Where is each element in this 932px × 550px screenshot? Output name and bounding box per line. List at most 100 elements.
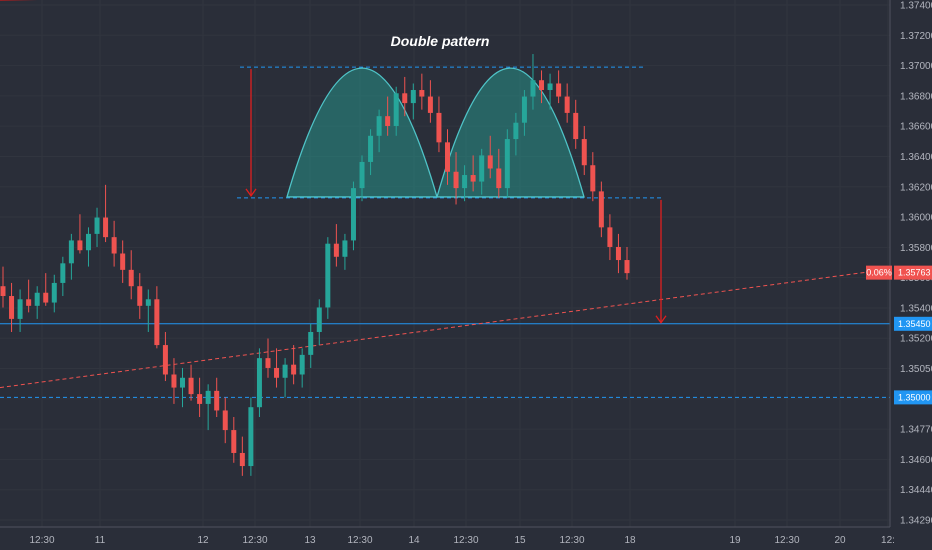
current-price-label: 1.35763	[898, 268, 931, 278]
price-change-badge	[866, 265, 892, 280]
candle-body	[180, 377, 186, 388]
candle-body	[291, 364, 297, 375]
candle-body	[222, 410, 228, 431]
candle-body	[496, 168, 502, 189]
price-tick-label: 1.36600	[900, 122, 932, 133]
current-price-badge	[894, 265, 932, 280]
candle-body	[248, 407, 254, 467]
price-tick-label: 1.35400	[900, 303, 932, 314]
time-tick-label: 18	[624, 535, 636, 546]
candle-body	[316, 307, 322, 332]
candle-body	[513, 122, 519, 140]
candle-body	[376, 116, 382, 136]
candle-body	[77, 240, 83, 251]
price-tick-label: 1.34600	[900, 455, 932, 466]
trend-layer	[0, 268, 891, 389]
candle-body	[504, 139, 510, 189]
candle-body	[120, 253, 126, 270]
price-tick-label: 1.34770	[900, 425, 932, 436]
time-tick-label: 15	[514, 535, 526, 546]
candle-body	[162, 345, 168, 375]
candle-body	[17, 299, 23, 319]
price-tick-label: 1.37400	[900, 1, 932, 12]
candle-body	[590, 165, 596, 192]
candle-body	[436, 112, 442, 143]
candle-body	[214, 390, 220, 411]
candle-body	[51, 282, 57, 303]
candle-body	[299, 354, 305, 375]
grid	[0, 0, 890, 527]
candle-body	[530, 80, 536, 97]
candle-body	[573, 112, 579, 140]
candle-body	[85, 233, 91, 251]
candle-body	[427, 96, 433, 113]
candle-body	[282, 364, 288, 378]
level-price-badge	[894, 390, 932, 405]
candle-body	[239, 452, 245, 467]
candle-body	[521, 96, 527, 123]
price-change-label: 0.06%	[866, 268, 892, 278]
candle-body	[231, 430, 237, 453]
price-tick-label: 1.35200	[900, 334, 932, 345]
candle-body	[265, 358, 271, 368]
candle-body	[368, 135, 374, 162]
price-tick-label: 1.36400	[900, 152, 932, 163]
level-price-badge	[894, 316, 932, 331]
pattern-height-arrow-head	[245, 188, 257, 198]
candle-body	[453, 171, 459, 189]
candle-body	[342, 240, 348, 257]
candle-body	[410, 90, 416, 104]
candle-body	[556, 83, 562, 97]
candle-body	[333, 243, 339, 257]
price-tick-label: 1.36200	[900, 182, 932, 193]
time-tick-label: 14	[408, 535, 420, 546]
price-tick-label: 1.36000	[900, 213, 932, 224]
candle-body	[547, 83, 553, 91]
candle-body	[598, 191, 604, 228]
candle-body	[385, 116, 391, 126]
time-tick-label: 19	[729, 535, 741, 546]
candle-body	[393, 93, 399, 126]
candle-body	[43, 292, 49, 303]
time-axis-panel	[0, 527, 932, 550]
price-tick-label: 1.34440	[900, 485, 932, 496]
arrows-layer	[245, 69, 667, 324]
candle-body	[274, 367, 280, 378]
time-axis[interactable]: 12:30 11 12 12:30 13 12:30 14 12:30 15 12:30 18 19 1…	[29, 535, 894, 546]
candle-body	[564, 96, 570, 113]
candle-body	[111, 237, 117, 254]
target-arrow-head	[655, 315, 667, 324]
time-tick-label: 20	[834, 535, 846, 546]
candle-body	[205, 390, 211, 404]
candle-body	[350, 188, 356, 241]
candle-body	[0, 286, 6, 297]
candle-body	[539, 80, 545, 91]
level-price-label: 1.35000	[898, 392, 931, 402]
candle-body	[68, 240, 74, 264]
candle-body	[607, 227, 613, 247]
candle-body	[615, 246, 621, 261]
candle-body	[581, 139, 587, 166]
price-tick-label: 1.37200	[900, 31, 932, 42]
candle-body	[359, 161, 365, 189]
price-badges: 0.06% 1.35763 1.35450 1.35000	[866, 265, 932, 405]
candle-body	[308, 331, 314, 355]
time-tick-label: 12	[197, 535, 209, 546]
candle-body	[94, 217, 100, 234]
price-tick-label: 1.35800	[900, 243, 932, 254]
candle-body	[154, 299, 160, 346]
time-tick-label: 12:30	[242, 535, 267, 546]
candle-body	[60, 263, 66, 283]
price-tick-label: 1.37000	[900, 61, 932, 72]
pattern-arc	[286, 67, 438, 198]
time-tick-label: 12:30	[559, 535, 584, 546]
pattern-arc	[436, 67, 585, 198]
candle-body	[462, 175, 468, 189]
candle-body	[188, 377, 194, 395]
price-tick-label: 1.35050	[900, 364, 932, 375]
time-tick-label: 13	[304, 535, 316, 546]
candle-body	[624, 260, 630, 274]
time-tick-label: 12:30	[347, 535, 372, 546]
candle-body	[487, 155, 493, 169]
